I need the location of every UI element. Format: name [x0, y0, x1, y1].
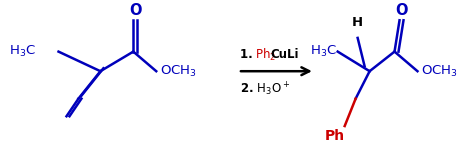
- Text: $\mathrm{H_3C}$: $\mathrm{H_3C}$: [310, 44, 337, 59]
- Text: $\mathrm{Ph_2}$: $\mathrm{Ph_2}$: [255, 47, 276, 63]
- Text: O: O: [395, 3, 408, 18]
- Text: Ph: Ph: [325, 129, 345, 143]
- Text: CuLi: CuLi: [270, 48, 299, 61]
- Text: O: O: [129, 3, 142, 18]
- Text: $\mathrm{OCH_3}$: $\mathrm{OCH_3}$: [160, 64, 197, 79]
- Text: $\mathrm{H_3C}$: $\mathrm{H_3C}$: [9, 44, 36, 59]
- Text: H: H: [352, 16, 363, 29]
- Text: 1.: 1.: [240, 48, 257, 61]
- Text: 2. $\mathrm{H_3O^+}$: 2. $\mathrm{H_3O^+}$: [240, 80, 290, 98]
- Text: $\mathrm{OCH_3}$: $\mathrm{OCH_3}$: [421, 64, 458, 79]
